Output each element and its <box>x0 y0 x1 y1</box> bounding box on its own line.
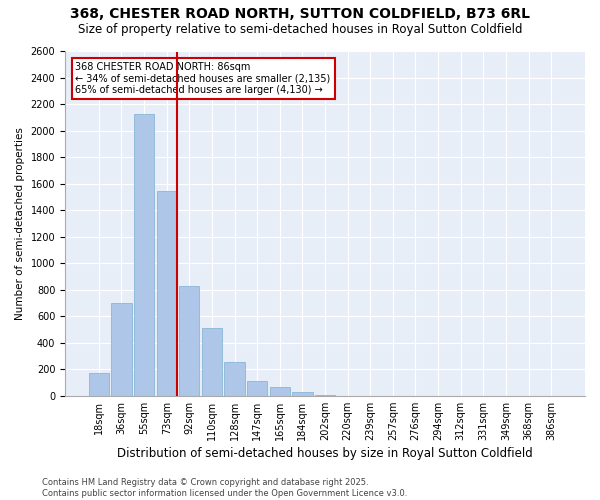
Text: 368 CHESTER ROAD NORTH: 86sqm
← 34% of semi-detached houses are smaller (2,135)
: 368 CHESTER ROAD NORTH: 86sqm ← 34% of s… <box>76 62 331 95</box>
Text: 368, CHESTER ROAD NORTH, SUTTON COLDFIELD, B73 6RL: 368, CHESTER ROAD NORTH, SUTTON COLDFIEL… <box>70 8 530 22</box>
Bar <box>269 387 290 396</box>
Bar <box>89 372 109 396</box>
Bar <box>315 395 335 396</box>
Y-axis label: Number of semi-detached properties: Number of semi-detached properties <box>15 127 25 320</box>
Bar <box>157 190 177 396</box>
Bar <box>179 286 199 396</box>
Text: Size of property relative to semi-detached houses in Royal Sutton Coldfield: Size of property relative to semi-detach… <box>78 22 522 36</box>
Bar <box>247 381 268 396</box>
Bar <box>111 303 131 396</box>
Text: Contains HM Land Registry data © Crown copyright and database right 2025.
Contai: Contains HM Land Registry data © Crown c… <box>42 478 407 498</box>
Bar <box>224 362 245 396</box>
X-axis label: Distribution of semi-detached houses by size in Royal Sutton Coldfield: Distribution of semi-detached houses by … <box>117 447 533 460</box>
Bar <box>292 392 313 396</box>
Bar <box>134 114 154 396</box>
Bar <box>202 328 222 396</box>
